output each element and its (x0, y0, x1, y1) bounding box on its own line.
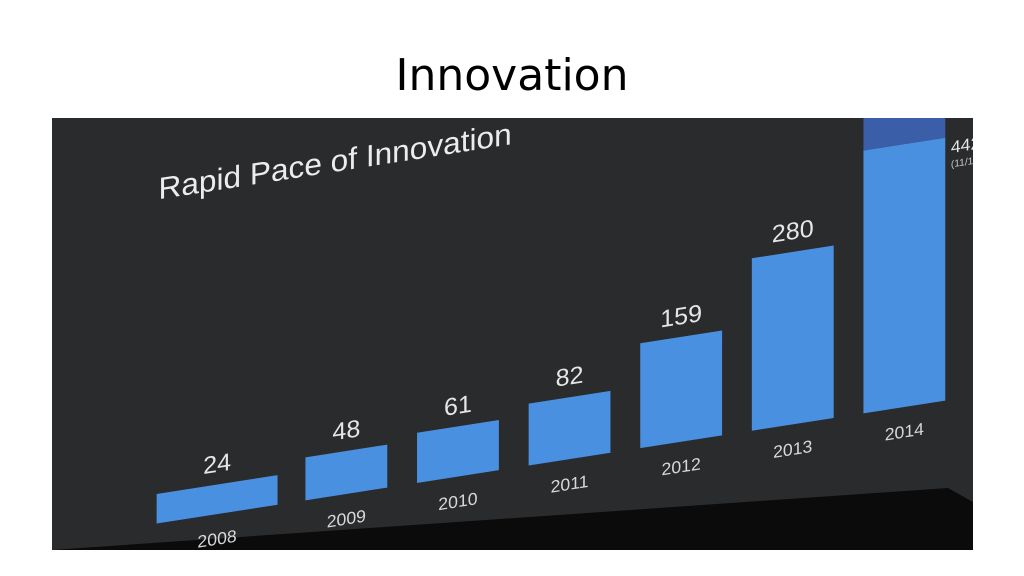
data-label-note: (11/10) (951, 155, 973, 171)
bar-2010 (417, 419, 499, 483)
bar-2009 (305, 444, 388, 501)
data-label: 442 (951, 133, 973, 157)
data-label: 280 (772, 215, 814, 249)
data-label: 61 (444, 390, 472, 422)
bars-group: 2008242009482010612011822012159201328020… (156, 118, 973, 550)
slide-title: Innovation (395, 50, 629, 101)
bar-2008 (156, 475, 278, 524)
data-label: 48 (332, 415, 360, 447)
projector-screen (52, 118, 973, 550)
bar-2012 (640, 330, 723, 449)
data-label: 82 (556, 361, 584, 393)
bar-2011 (528, 390, 611, 466)
data-label: 24 (203, 448, 231, 480)
bar-2014 (863, 137, 946, 414)
data-label: 159 (660, 299, 702, 333)
bar-extension-2014 (863, 118, 946, 151)
bar-2013 (751, 245, 834, 431)
bar-chart: Rapid Pace of Innovation 200824200948201… (52, 118, 973, 550)
x-tick-label: 2008 (197, 526, 236, 550)
chart-photo: Rapid Pace of Innovation 2008 24 2009 48 201… (52, 118, 973, 550)
